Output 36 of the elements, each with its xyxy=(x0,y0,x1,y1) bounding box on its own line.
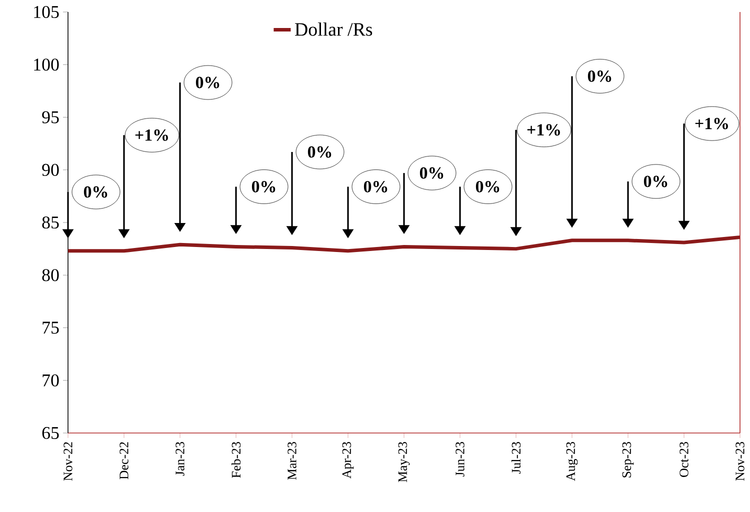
x-tick-label: Nov-23 xyxy=(736,442,744,481)
y-tick-label: 70 xyxy=(42,374,59,386)
y-tick-label: 100 xyxy=(34,58,59,71)
x-tick-label: May-23 xyxy=(398,442,410,482)
annotation: 0% xyxy=(644,176,668,188)
annotation: +1% xyxy=(695,118,728,130)
line-series xyxy=(66,235,742,253)
x-tick-label: Dec-22 xyxy=(120,442,128,480)
x-tick-label: Jun-23 xyxy=(456,442,464,477)
annotation: 0% xyxy=(420,167,444,179)
annotation: 0% xyxy=(588,70,612,82)
legend-label: Dollar /Rs xyxy=(294,22,372,36)
x-tick-label: Mar-23 xyxy=(288,442,296,480)
annotation: 0% xyxy=(196,76,220,88)
y-tick-label: 65 xyxy=(42,426,59,440)
y-tick-label: 105 xyxy=(34,6,59,18)
y-tick-label: 95 xyxy=(42,111,59,124)
annotation: 0% xyxy=(84,186,108,198)
y-tick-label: 90 xyxy=(42,164,59,176)
x-tick-label: Apr-23 xyxy=(342,442,354,479)
x-tick-label: Jan-23 xyxy=(176,442,184,476)
x-tick-label: Aug-23 xyxy=(566,442,578,481)
annotation: 0% xyxy=(252,180,276,192)
y-tick-label: 75 xyxy=(42,322,59,334)
x-tick-label: Feb-23 xyxy=(231,442,241,478)
annotation: +1% xyxy=(135,129,168,141)
annotation: 0% xyxy=(476,180,500,192)
y-tick-label: 85 xyxy=(42,216,59,229)
x-tick-label: Sep-23 xyxy=(622,442,634,478)
y-tick-label: 80 xyxy=(42,269,59,282)
x-tick-label: Jul-23 xyxy=(511,442,521,474)
x-tick-label: Nov-22 xyxy=(64,442,72,481)
annotation: +1% xyxy=(527,124,560,136)
annotation: 0% xyxy=(364,180,388,192)
annotation: 0% xyxy=(308,146,332,158)
x-tick-label: Oct-23 xyxy=(680,442,688,477)
